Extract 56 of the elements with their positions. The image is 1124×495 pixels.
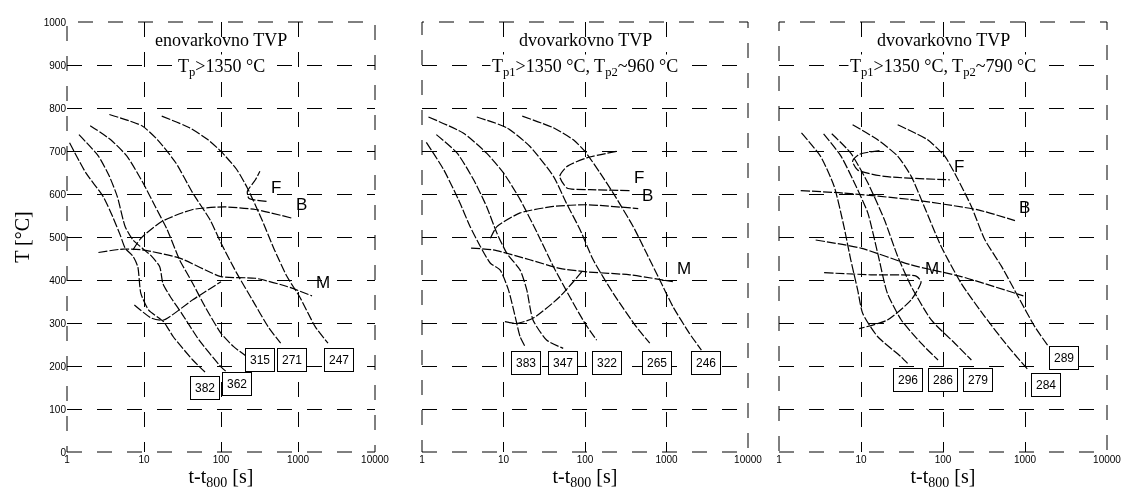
annotation: 284	[1036, 378, 1057, 392]
annotation: 315	[250, 353, 271, 367]
y-tick-label: 1000	[43, 16, 67, 28]
annotation: 382	[195, 381, 216, 395]
annotation: 383	[516, 356, 537, 370]
x-tick-label: 1	[419, 454, 426, 465]
y-tick-label: 800	[49, 102, 67, 114]
annotation: 246	[696, 356, 717, 370]
annotation: 247	[329, 353, 350, 367]
text: T$_{p}$>1350 °C	[178, 56, 266, 79]
x-tick-label: 10	[497, 454, 510, 465]
text: T$_{p1}$>1350 °C, T$_{p2}$~960 °C	[492, 56, 679, 79]
x-tick-label: 10	[138, 454, 150, 465]
y-tick-label: 900	[49, 59, 67, 71]
y-tick-label: 400	[49, 274, 67, 286]
x-tick-label: 1000	[286, 454, 310, 465]
x-tick-label: 100	[934, 454, 952, 465]
series-label: F	[954, 157, 965, 176]
series-label: M	[677, 259, 692, 278]
y-tick-label: 200	[49, 360, 67, 372]
y-tick-label: 700	[49, 145, 67, 157]
y-tick-label: 500	[49, 231, 67, 243]
annotation: 289	[1054, 351, 1075, 365]
chart-title: enovarkovno TVP	[155, 30, 288, 50]
x-tick-label: 1	[64, 454, 71, 465]
x-tick-label: 10000	[734, 454, 763, 465]
x-axis-title: t-t$_{800}$ [s]	[910, 465, 976, 491]
series-label: M	[316, 273, 331, 292]
annotation: 322	[597, 356, 618, 370]
annotation: 286	[933, 373, 954, 387]
series-label: F	[271, 178, 282, 197]
annotation: 271	[282, 353, 303, 367]
series-label: F	[634, 168, 645, 187]
annotation: 265	[647, 356, 668, 370]
annotation: 362	[227, 377, 248, 391]
x-tick-label: 10000	[361, 454, 390, 465]
y-tick-label: 100	[49, 403, 67, 415]
x-tick-label: 1000	[655, 454, 679, 465]
x-tick-label: 100	[212, 454, 230, 465]
annotation: 279	[968, 373, 989, 387]
chart-title: dvovarkovno TVP	[877, 30, 1011, 50]
x-tick-label: 1000	[1013, 454, 1037, 465]
text: T$_{p1}$>1350 °C, T$_{p2}$~790 °C	[850, 56, 1037, 79]
x-axis-title: t-t$_{800}$ [s]	[552, 465, 618, 491]
x-axis-title: t-t$_{800}$ [s]	[188, 465, 254, 491]
x-tick-label: 1	[776, 454, 783, 465]
x-tick-label: 10	[855, 454, 867, 465]
x-tick-label: 100	[576, 454, 594, 465]
annotation: 296	[898, 373, 919, 387]
y-axis-title: T [°C]	[11, 211, 34, 263]
annotation: 347	[553, 356, 574, 370]
y-tick-label: 300	[49, 317, 67, 329]
chart-title: dvovarkovno TVP	[519, 30, 653, 50]
x-tick-label: 10000	[1093, 454, 1122, 465]
y-tick-label: 600	[49, 188, 67, 200]
y-tick-label: 0	[60, 446, 67, 458]
